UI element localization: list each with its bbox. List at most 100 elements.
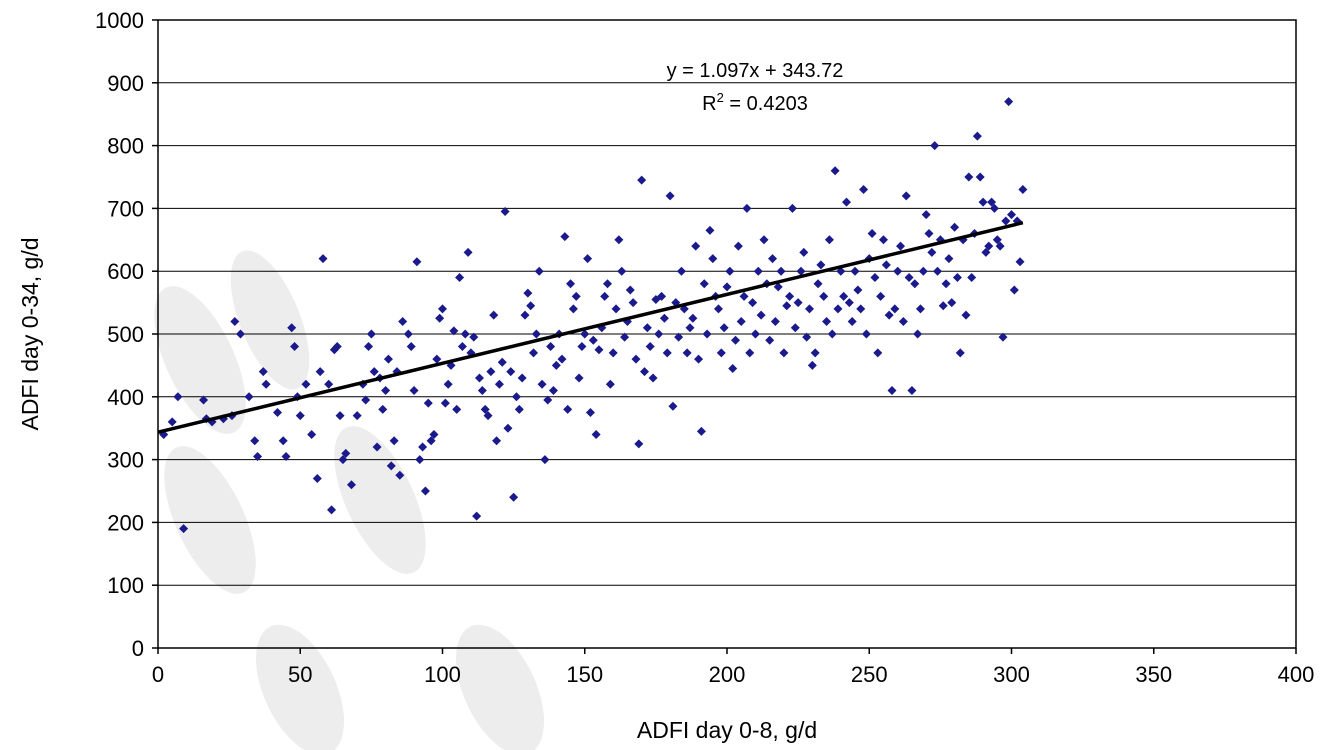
y-tick-label-500: 500 — [107, 322, 144, 347]
horizontal-gridlines — [158, 82, 1296, 586]
data-point-75 — [469, 332, 479, 342]
data-point-243 — [947, 298, 957, 308]
data-point-84 — [494, 379, 504, 389]
data-point-145 — [668, 401, 678, 411]
data-point-26 — [315, 367, 325, 377]
data-point-97 — [531, 329, 541, 339]
data-point-237 — [930, 141, 940, 151]
x-tick-label-350: 350 — [1135, 662, 1172, 687]
data-point-205 — [839, 291, 849, 301]
data-point-14 — [258, 367, 268, 377]
data-point-162 — [716, 348, 726, 358]
data-point-91 — [514, 404, 524, 414]
y-tick-label-100: 100 — [107, 573, 144, 598]
data-point-72 — [460, 329, 470, 339]
data-point-126 — [614, 235, 624, 245]
data-point-73 — [463, 247, 473, 257]
data-point-71 — [457, 342, 467, 352]
data-point-123 — [605, 379, 615, 389]
data-point-217 — [873, 348, 883, 358]
data-point-32 — [335, 411, 345, 421]
data-point-111 — [571, 291, 581, 301]
data-point-83 — [492, 436, 502, 446]
data-point-265 — [1009, 285, 1019, 295]
data-point-101 — [543, 395, 553, 405]
data-point-100 — [540, 455, 550, 465]
data-point-196 — [813, 279, 823, 289]
data-point-41 — [369, 367, 379, 377]
data-point-252 — [972, 131, 982, 141]
data-point-19 — [287, 323, 297, 333]
data-point-33 — [338, 455, 348, 465]
data-point-63 — [435, 313, 445, 323]
data-point-50 — [395, 470, 405, 480]
data-point-195 — [810, 348, 820, 358]
data-point-40 — [366, 329, 376, 339]
data-point-76 — [472, 511, 482, 521]
data-point-141 — [657, 291, 667, 301]
data-point-99 — [537, 379, 547, 389]
data-point-169 — [736, 316, 746, 326]
data-point-54 — [409, 386, 419, 396]
data-point-207 — [844, 298, 854, 308]
data-point-229 — [907, 386, 917, 396]
data-point-82 — [489, 310, 499, 320]
data-point-128 — [620, 332, 630, 342]
data-point-15 — [261, 379, 271, 389]
data-point-222 — [887, 386, 897, 396]
y-tick-label-900: 900 — [107, 71, 144, 96]
data-point-131 — [628, 298, 638, 308]
data-point-16 — [272, 408, 282, 417]
data-point-264 — [1007, 210, 1016, 220]
data-point-181 — [770, 316, 780, 326]
data-point-259 — [992, 235, 1002, 245]
data-point-165 — [725, 266, 735, 276]
data-point-106 — [557, 354, 567, 364]
data-point-203 — [833, 304, 843, 314]
data-point-154 — [694, 354, 704, 364]
trendline — [157, 221, 1024, 434]
data-point-143 — [662, 348, 672, 358]
data-point-172 — [745, 348, 755, 358]
data-point-35 — [346, 480, 356, 490]
data-point-198 — [819, 291, 829, 301]
data-point-34 — [341, 448, 351, 458]
y-tick-label-600: 600 — [107, 259, 144, 284]
x-axis-title: ADFI day 0-8, g/d — [637, 717, 817, 743]
data-point-22 — [295, 411, 305, 421]
data-point-46 — [383, 354, 393, 364]
data-point-225 — [896, 241, 906, 251]
data-point-102 — [546, 342, 556, 352]
data-point-147 — [674, 332, 684, 342]
data-point-20 — [290, 342, 300, 352]
data-point-9 — [230, 316, 240, 326]
data-point-167 — [731, 335, 741, 345]
data-point-187 — [787, 203, 797, 213]
data-point-85 — [497, 357, 507, 367]
data-point-144 — [665, 191, 675, 201]
data-point-151 — [685, 323, 695, 333]
data-point-87 — [503, 423, 513, 433]
x-tick-label-300: 300 — [993, 662, 1030, 687]
data-point-201 — [827, 329, 837, 339]
data-point-245 — [952, 272, 962, 282]
data-point-210 — [853, 285, 863, 295]
data-point-230 — [910, 279, 920, 289]
data-point-211 — [856, 304, 866, 314]
data-point-258 — [989, 203, 999, 213]
data-point-235 — [924, 229, 934, 239]
y-axis-title: ADFI day 0-34, g/d — [17, 237, 43, 430]
data-point-163 — [719, 323, 729, 333]
data-point-80 — [483, 411, 493, 421]
r-squared-label: R2 = 0.4203 — [702, 90, 808, 115]
y-tick-label-200: 200 — [107, 510, 144, 535]
data-point-138 — [648, 373, 658, 383]
data-point-158 — [705, 225, 715, 235]
data-point-89 — [509, 492, 519, 502]
data-point-2 — [173, 392, 183, 402]
x-tick-label-250: 250 — [851, 662, 888, 687]
data-point-253 — [975, 172, 985, 182]
data-point-107 — [560, 232, 570, 242]
data-point-197 — [816, 260, 826, 270]
